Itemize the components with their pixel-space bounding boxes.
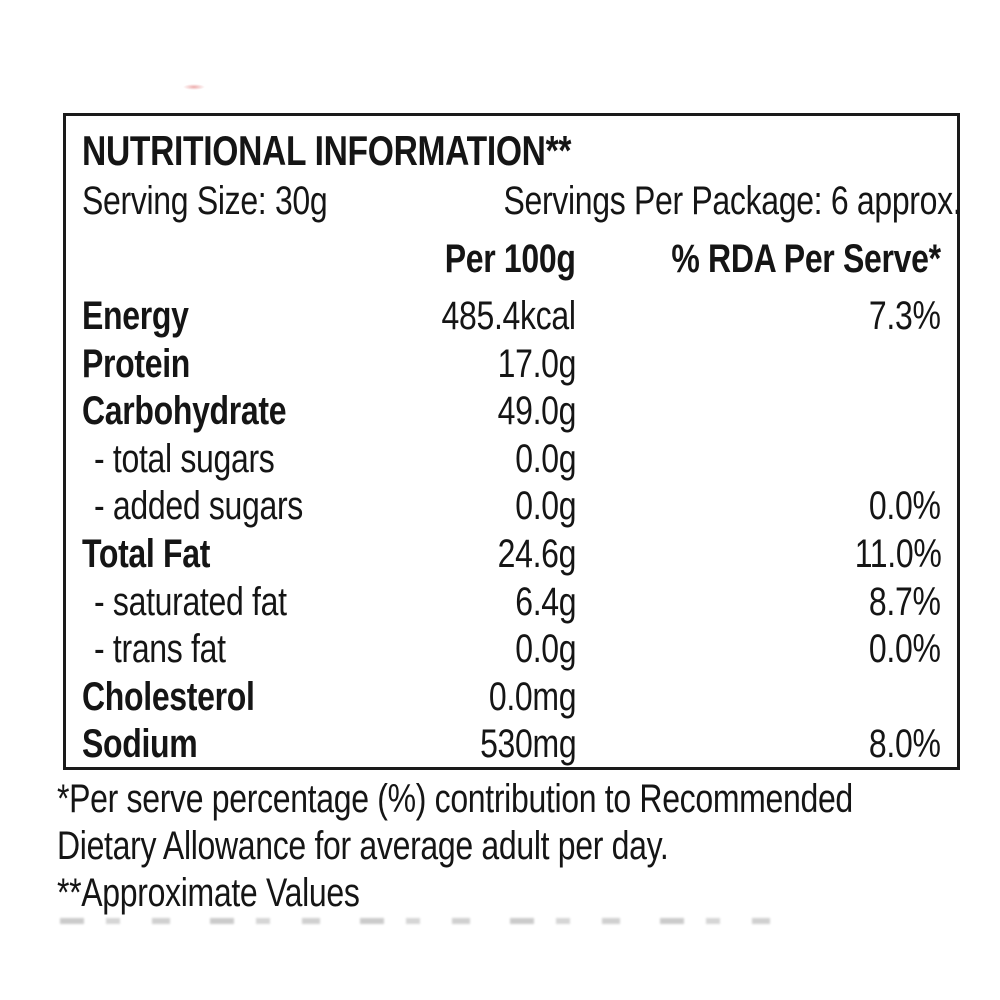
nutrient-name-cell: Sodium (82, 721, 376, 769)
nutrient-per-100g-cell: 0.0mg (376, 674, 577, 722)
nutrient-rda-cell: 7.3% (576, 293, 941, 341)
nutrient-name: - added sugars (94, 484, 303, 529)
nutrient-row: - saturated fat 6.4g 8.7% (82, 579, 941, 627)
nutrient-row: Total Fat 24.6g 11.0% (82, 531, 941, 579)
footnotes: *Per serve percentage (%) contribution t… (57, 776, 957, 917)
nutrient-rda-value: 8.7% (869, 579, 941, 624)
nutrient-per-100g-cell: 0.0g (376, 436, 576, 484)
nutrition-facts-panel: NUTRITIONAL INFORMATION** Serving Size: … (63, 113, 961, 770)
nutrient-name: Carbohydrate (82, 389, 287, 434)
nutrient-name: Sodium (82, 722, 198, 767)
panel-title: NUTRITIONAL INFORMATION** (82, 126, 941, 176)
nutrient-per-100g-cell: 6.4g (376, 579, 576, 627)
nutrient-name-cell: - total sugars (82, 436, 376, 484)
footnote-approximate-values-text: **Approximate Values (57, 871, 360, 915)
nutrient-per-100g-value: 0.0g (514, 436, 576, 481)
nutrient-name: Protein (82, 341, 190, 386)
nutrient-rda-value: 0.0% (869, 484, 941, 529)
nutrient-per-100g-cell: 485.4kcal (376, 293, 576, 341)
nutrient-name: - total sugars (94, 436, 275, 481)
nutrient-rda-value: 8.0% (869, 722, 941, 767)
footnote-approximate-values: **Approximate Values (57, 870, 957, 917)
nutrient-rda-cell (576, 388, 941, 436)
nutrient-rda-cell: 8.0% (576, 721, 941, 769)
serving-size-text: Serving Size: 30g (82, 179, 328, 223)
nutrient-rda-cell: 0.0% (576, 483, 941, 531)
nutrient-rda-cell (576, 674, 941, 722)
nutrient-per-100g-value: 17.0g (497, 341, 577, 386)
nutrient-row: Protein 17.0g (82, 341, 941, 389)
nutrient-row: - trans fat 0.0g 0.0% (82, 626, 941, 674)
column-header-rda-text: % RDA Per Serve* (671, 237, 942, 281)
nutrient-per-100g-cell: 0.0g (376, 483, 576, 531)
nutrient-per-100g-value: 485.4kcal (441, 294, 576, 338)
nutrient-rda-cell: 8.7% (576, 579, 941, 627)
nutrient-per-100g-cell: 0.0g (376, 626, 576, 674)
footnote-line-1-text: *Per serve percentage (%) contribution t… (57, 777, 853, 821)
nutrient-rda-cell: 0.0% (576, 626, 941, 674)
nutrient-row: - added sugars 0.0g 0.0% (82, 483, 941, 531)
nutrient-name: - saturated fat (94, 579, 287, 624)
column-header-rda: % RDA Per Serve* (576, 237, 942, 281)
nutrient-name-cell: - trans fat (82, 626, 376, 674)
nutrient-rda-cell (576, 341, 941, 389)
column-header-row: Per 100g % RDA Per Serve* (82, 237, 941, 281)
nutrient-rda-cell: 11.0% (576, 531, 941, 579)
print-artifact-red-mark (183, 84, 205, 90)
column-header-per-100g-text: Per 100g (445, 237, 576, 281)
nutrient-name-cell: Total Fat (82, 531, 376, 579)
nutrient-name: Total Fat (82, 531, 211, 576)
column-header-per-100g: Per 100g (376, 237, 576, 281)
footnote-line-1: *Per serve percentage (%) contribution t… (57, 776, 957, 823)
nutrient-per-100g-cell: 530mg (376, 721, 577, 769)
nutrient-per-100g-value: 0.0g (514, 484, 576, 529)
nutrient-per-100g-value: 49.0g (497, 389, 577, 434)
nutrient-per-100g-cell: 24.6g (376, 531, 577, 579)
footnote-line-2: Dietary Allowance for average adult per … (57, 823, 957, 870)
nutrient-row: Carbohydrate 49.0g (82, 388, 941, 436)
nutrient-name-cell: - added sugars (82, 483, 376, 531)
nutrient-name: - trans fat (94, 627, 226, 672)
nutrient-name-cell: Protein (82, 341, 376, 389)
serving-info-row: Serving Size: 30g Servings Per Package: … (82, 179, 961, 223)
nutrient-rda-value: 7.3% (869, 294, 941, 338)
nutrient-per-100g-cell: 49.0g (376, 388, 577, 436)
nutrient-per-100g-value: 24.6g (497, 531, 577, 576)
nutrient-name: Cholesterol (82, 674, 255, 719)
nutrient-rda-value: 11.0% (854, 531, 941, 576)
nutrient-per-100g-value: 6.4g (514, 579, 576, 624)
cropped-print-artifact (60, 918, 800, 924)
servings-per-package-text: Servings Per Package: 6 approx. (503, 179, 962, 223)
nutrient-name-cell: Cholesterol (82, 674, 376, 722)
nutrient-name-cell: - saturated fat (82, 579, 376, 627)
nutrient-name: Energy (82, 294, 189, 338)
panel-title-text: NUTRITIONAL INFORMATION** (82, 127, 572, 174)
nutrient-per-100g-value: 530mg (479, 722, 577, 767)
nutrient-rda-cell (576, 436, 941, 484)
nutrient-per-100g-cell: 17.0g (376, 341, 577, 389)
nutrient-rows: Energy 485.4kcal 7.3% Protein 17.0g Carb… (82, 293, 941, 769)
nutrient-row: Sodium 530mg 8.0% (82, 721, 941, 769)
nutrient-name-cell: Carbohydrate (82, 388, 376, 436)
nutrient-per-100g-value: 0.0g (514, 627, 576, 672)
nutrient-row: Energy 485.4kcal 7.3% (82, 293, 941, 341)
column-header-spacer (82, 237, 376, 281)
nutrient-row: Cholesterol 0.0mg (82, 674, 941, 722)
nutrient-per-100g-value: 0.0mg (488, 674, 577, 719)
footnote-line-2-text: Dietary Allowance for average adult per … (57, 824, 669, 868)
nutrient-row: - total sugars 0.0g (82, 436, 941, 484)
nutrient-rda-value: 0.0% (869, 627, 941, 672)
nutrient-name-cell: Energy (82, 293, 376, 341)
